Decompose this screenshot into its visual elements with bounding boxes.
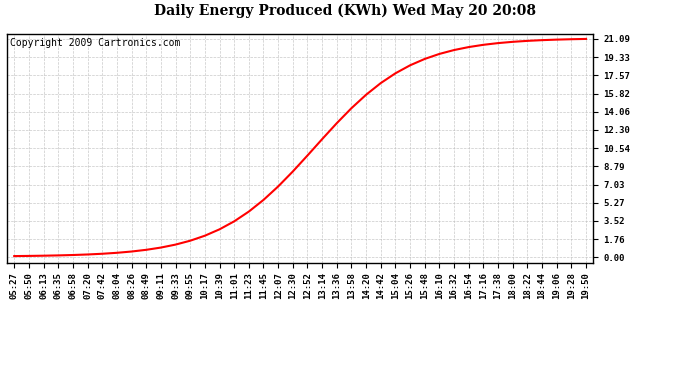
- Text: Daily Energy Produced (KWh) Wed May 20 20:08: Daily Energy Produced (KWh) Wed May 20 2…: [154, 4, 536, 18]
- Text: Copyright 2009 Cartronics.com: Copyright 2009 Cartronics.com: [10, 38, 180, 48]
